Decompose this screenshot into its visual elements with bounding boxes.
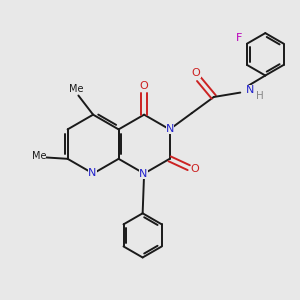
Text: O: O (140, 81, 148, 91)
Text: O: O (192, 68, 200, 78)
Text: N: N (139, 169, 148, 179)
Text: H: H (256, 91, 264, 100)
Text: O: O (191, 164, 200, 174)
Text: N: N (246, 85, 254, 95)
Text: F: F (236, 33, 242, 43)
Text: Me: Me (32, 151, 46, 161)
Text: N: N (88, 168, 97, 178)
Text: Me: Me (69, 84, 83, 94)
Text: N: N (166, 124, 174, 134)
